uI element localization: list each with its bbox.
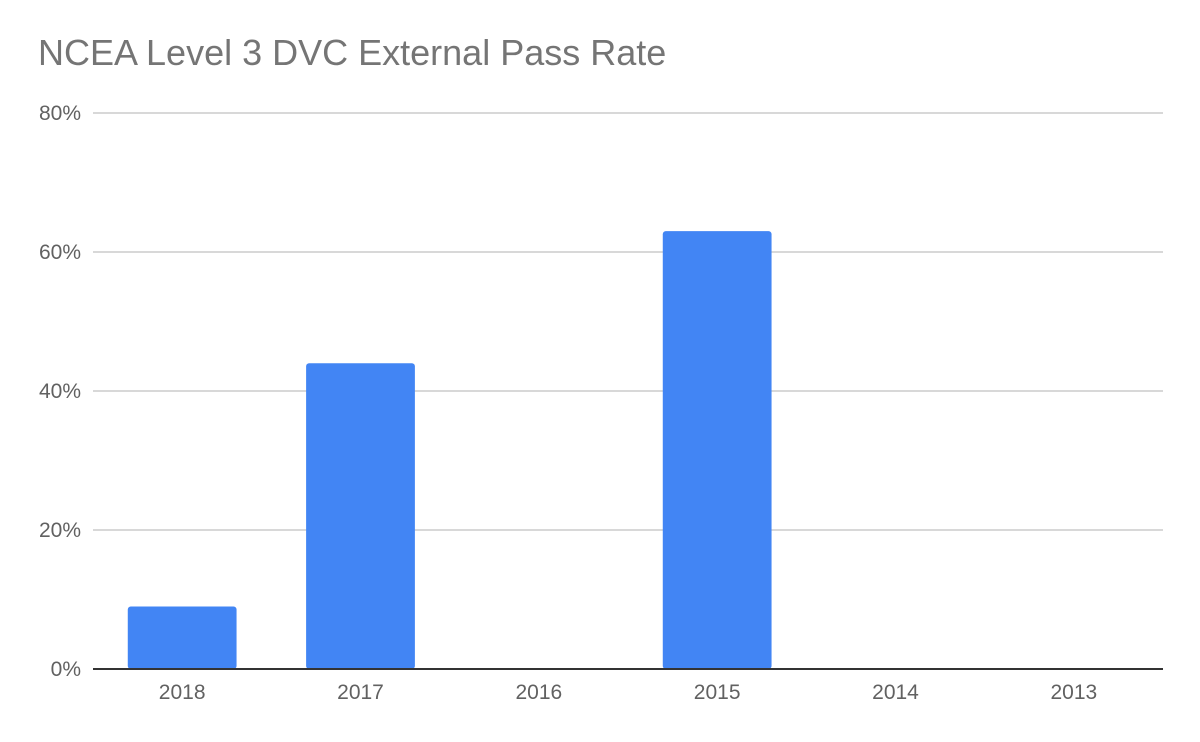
- x-tick-label: 2017: [337, 681, 384, 704]
- y-tick-label: 20%: [39, 519, 81, 542]
- y-axis-tick-labels: 0% 20% 40% 60% 80%: [39, 102, 81, 681]
- x-tick-label: 2014: [872, 681, 919, 704]
- y-tick-label: 80%: [39, 102, 81, 125]
- x-axis-tick-labels: 2018 2017 2016 2015 2014 2013: [159, 681, 1097, 704]
- chart-title: NCEA Level 3 DVC External Pass Rate: [38, 32, 667, 73]
- bar-2017: [306, 363, 415, 669]
- bar-2018: [127, 606, 237, 669]
- y-tick-label: 0%: [51, 658, 81, 681]
- x-tick-label: 2015: [694, 681, 741, 704]
- bar-2015: [662, 231, 772, 669]
- y-tick-label: 40%: [39, 380, 81, 403]
- bars: [127, 231, 772, 669]
- x-tick-label: 2016: [515, 681, 562, 704]
- x-tick-label: 2018: [159, 681, 206, 704]
- gridlines: [93, 112, 1163, 531]
- y-tick-label: 60%: [39, 241, 81, 264]
- x-tick-label: 2013: [1050, 681, 1097, 704]
